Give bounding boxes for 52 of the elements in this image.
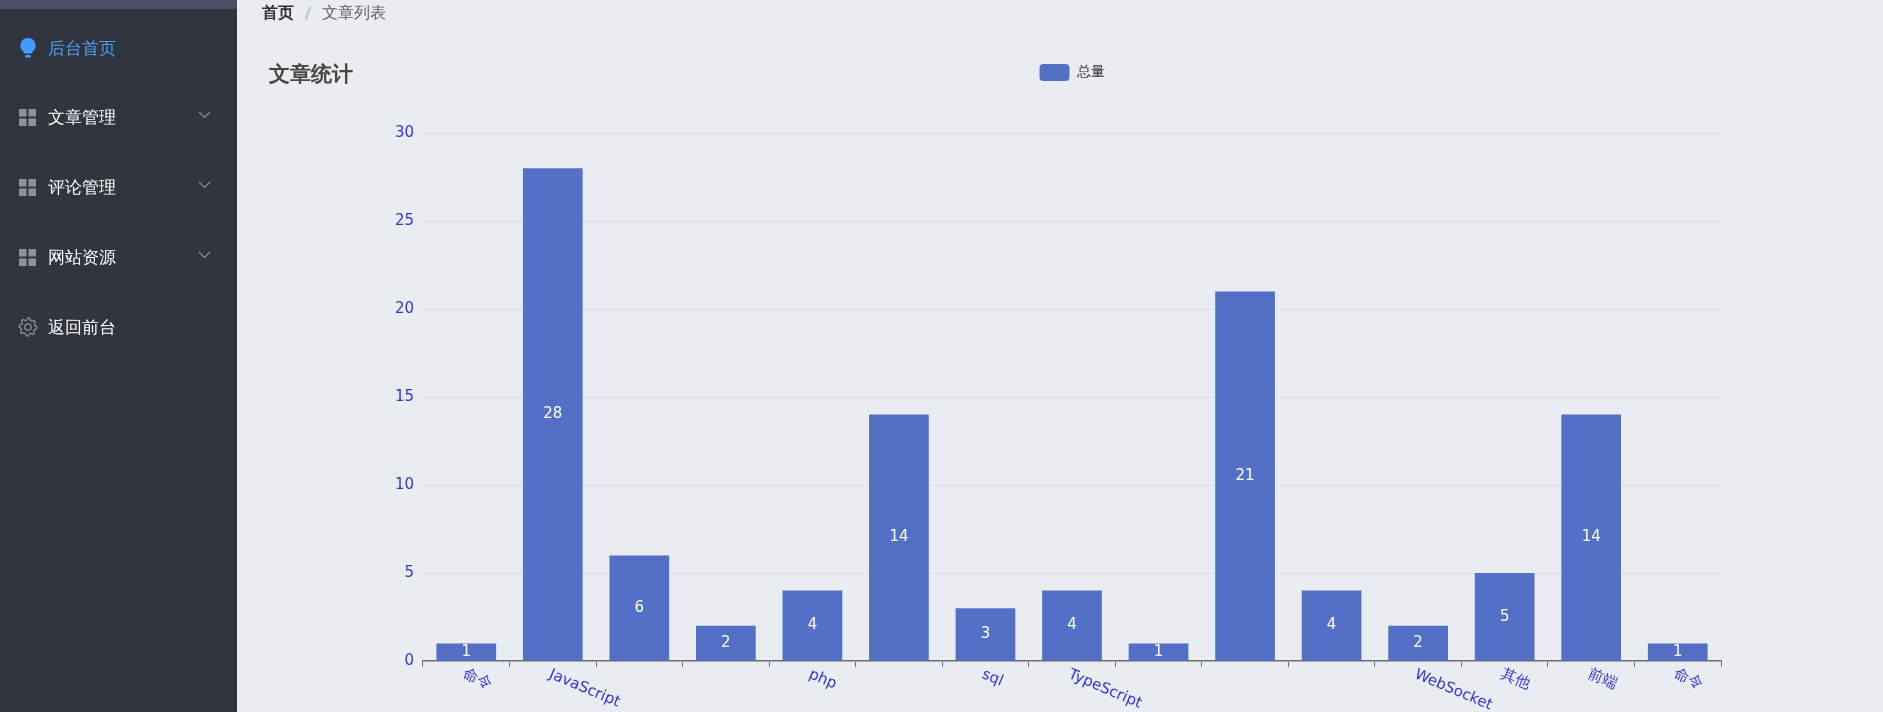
y-tick-label: 15: [394, 386, 414, 405]
bar: [522, 168, 583, 661]
text: 评论管理: [48, 176, 116, 198]
text: 文章列表: [322, 3, 386, 22]
text: 网站资源: [48, 246, 116, 268]
bar: [1561, 414, 1622, 661]
data-label: 21: [1235, 465, 1255, 484]
x-tick-label: 其他: [1498, 664, 1534, 693]
legend-label: 总量: [1075, 63, 1105, 80]
bar: [782, 590, 843, 661]
x-tick-label: php: [806, 664, 840, 693]
data-label: 5: [1499, 606, 1510, 625]
text: 返回前台: [48, 316, 116, 338]
bar: [696, 625, 756, 661]
data-label: 14: [1581, 527, 1601, 546]
text: 后台首页: [48, 37, 116, 59]
bar: [1042, 590, 1102, 661]
bar: [1301, 590, 1362, 661]
data-label: 2: [1413, 633, 1423, 652]
y-tick-label: 5: [404, 562, 414, 581]
y-tick-label: 30: [394, 122, 414, 141]
x-tick-label: 命令: [460, 664, 495, 693]
data-label: 2: [721, 633, 731, 652]
x-tick-label: 前端: [1585, 664, 1620, 693]
bar: [955, 608, 1016, 661]
chart-title: 文章统计: [269, 61, 353, 87]
x-tick-label: 命令: [1671, 664, 1707, 693]
y-tick-label: 10: [394, 474, 414, 493]
x-tick-label: sql: [979, 664, 1007, 690]
y-tick-label: 20: [394, 298, 414, 317]
y-tick-label: 0: [404, 650, 414, 669]
bar: [1388, 625, 1448, 661]
y-tick-label: 25: [394, 210, 414, 229]
text: 首页: [262, 3, 294, 22]
data-label: 1: [461, 641, 472, 660]
data-label: 4: [1326, 615, 1337, 634]
data-label: 28: [543, 404, 563, 423]
data-label: 14: [889, 527, 909, 546]
data-label: 6: [634, 597, 645, 616]
bar: [1647, 643, 1708, 661]
text: 文章管理: [48, 106, 116, 128]
bar: [609, 555, 670, 661]
data-label: 3: [980, 624, 991, 643]
data-label: 1: [1672, 641, 1683, 660]
data-label: 4: [1067, 615, 1077, 634]
bar: [1474, 573, 1535, 661]
bar: [869, 414, 929, 661]
data-label: 1: [1153, 641, 1164, 660]
bar: [1215, 291, 1275, 661]
bar: [436, 643, 497, 661]
bar: [1128, 643, 1189, 661]
data-label: 4: [807, 615, 818, 634]
